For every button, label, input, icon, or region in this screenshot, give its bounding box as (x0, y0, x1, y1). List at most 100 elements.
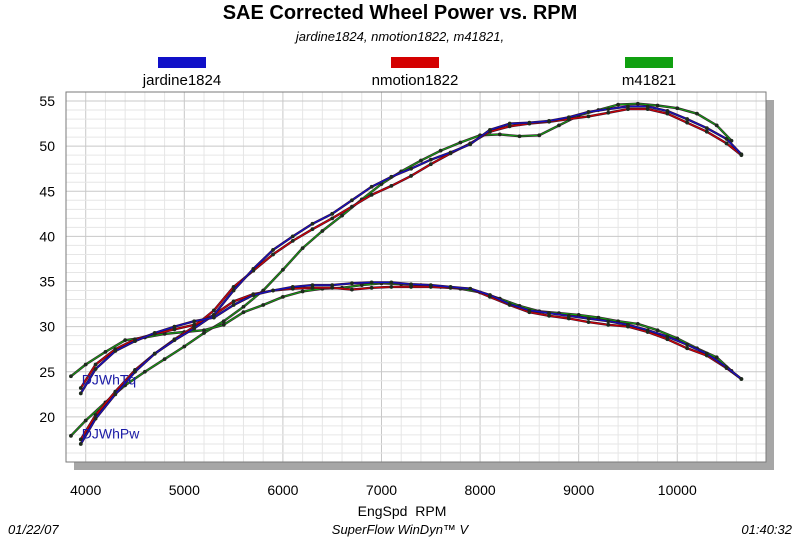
data-point (182, 344, 187, 349)
data-point (69, 374, 73, 379)
data-point (290, 239, 295, 243)
x-tick-label: 7000 (366, 482, 397, 498)
data-point (369, 280, 374, 285)
data-point (133, 339, 137, 343)
data-point (547, 118, 551, 123)
data-point (69, 433, 73, 438)
data-point (586, 114, 591, 119)
x-axis-title: EngSpd RPM (358, 503, 447, 519)
data-point (251, 266, 256, 271)
data-point (448, 150, 453, 155)
data-point (231, 299, 236, 304)
footer-date: 01/22/07 (8, 522, 59, 537)
data-point (93, 416, 98, 421)
data-point (557, 123, 561, 128)
data-point (468, 142, 473, 147)
data-point (655, 328, 660, 333)
data-point (271, 252, 275, 257)
data-point (300, 289, 305, 294)
data-point (192, 322, 197, 327)
data-point (310, 227, 315, 232)
data-point (685, 117, 690, 121)
data-point (330, 283, 335, 288)
data-point (675, 106, 680, 111)
data-point (369, 184, 374, 189)
legend-label: m41821 (621, 72, 677, 89)
data-point (409, 282, 413, 287)
data-point (359, 283, 364, 288)
data-point (468, 286, 473, 291)
data-point (78, 391, 83, 396)
data-point (635, 101, 640, 106)
data-point (606, 322, 611, 327)
data-point (271, 288, 275, 293)
x-tick-label: 5000 (169, 482, 200, 498)
y-tick-label: 35 (39, 274, 55, 290)
data-point (428, 157, 433, 162)
data-point (113, 392, 118, 397)
data-point (626, 322, 630, 327)
data-point (78, 442, 83, 446)
data-point (409, 174, 413, 178)
series-jardine1824-DJWhTq (78, 280, 744, 396)
legend-item-nmotion1822: nmotion1822 (335, 57, 495, 89)
data-point (645, 328, 650, 333)
data-point (606, 110, 611, 115)
data-point (251, 293, 256, 297)
data-point (566, 316, 571, 321)
data-point (192, 319, 197, 324)
annotations: DJWhTq DJWhPw (82, 371, 140, 441)
data-point (290, 285, 295, 289)
data-point (606, 319, 611, 324)
series-group (69, 101, 744, 446)
data-point (428, 283, 433, 288)
data-point (626, 107, 630, 112)
data-point (133, 369, 137, 374)
data-point (350, 198, 354, 203)
y-tick-label: 20 (39, 409, 55, 425)
data-point (192, 326, 197, 331)
data-point (488, 293, 492, 297)
data-point (172, 327, 177, 332)
data-point (389, 174, 394, 179)
data-point (645, 104, 650, 109)
data-point (507, 124, 512, 129)
data-point (211, 308, 216, 313)
data-point (665, 111, 670, 116)
y-tick-label: 40 (39, 228, 55, 244)
data-point (389, 280, 394, 285)
data-point (340, 213, 344, 218)
data-point (152, 351, 157, 356)
data-point (369, 192, 374, 197)
data-point (547, 311, 551, 315)
data-point (350, 204, 354, 209)
data-point (724, 137, 729, 141)
y-tick-label: 55 (39, 93, 55, 109)
data-point (507, 302, 512, 306)
series-jardine1824-DJWhPw (78, 104, 744, 446)
data-point (685, 120, 690, 125)
data-point (78, 386, 83, 390)
data-point (507, 121, 512, 126)
data-point (123, 338, 128, 343)
data-point (350, 281, 354, 286)
data-point (616, 102, 621, 107)
data-point (739, 152, 744, 157)
y-tick-label: 30 (39, 319, 55, 335)
x-tick-label: 9000 (563, 482, 594, 498)
plot-border (65, 91, 767, 463)
legend-label: nmotion1822 (371, 72, 459, 89)
legend-item-m41821: m41821 (569, 57, 729, 89)
legend-item-jardine1824: jardine1824 (102, 57, 262, 89)
data-point (409, 166, 413, 171)
data-point (527, 308, 532, 313)
y-tick-label: 50 (39, 138, 55, 154)
data-point (547, 313, 551, 318)
data-point (724, 365, 729, 370)
data-point (458, 140, 463, 145)
legend-swatch-green (625, 57, 673, 68)
data-point (241, 304, 246, 309)
data-point (655, 103, 660, 108)
data-point (606, 107, 611, 112)
x-tick-label: 8000 (465, 482, 496, 498)
